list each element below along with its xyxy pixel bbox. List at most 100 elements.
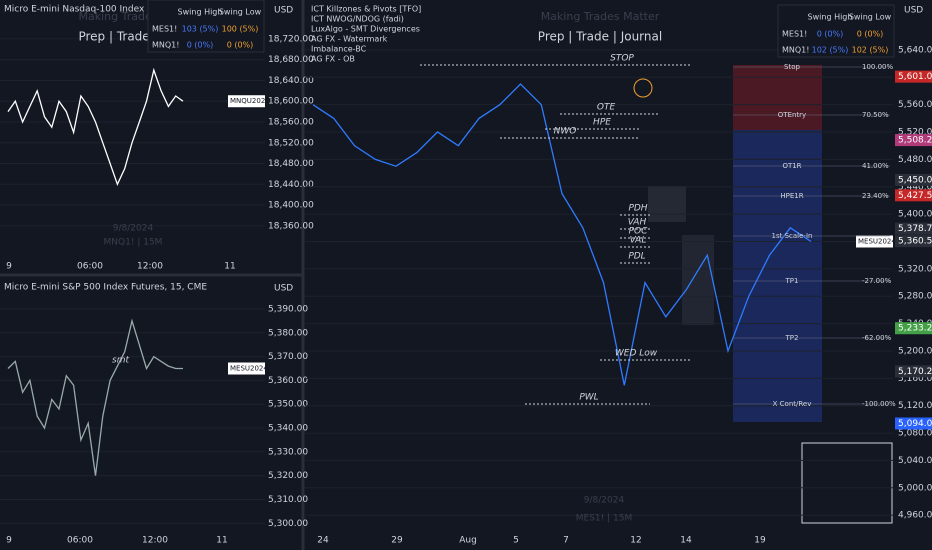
x-tick-label: 7 <box>563 536 569 546</box>
y-tick-label: 5,520.00 <box>898 128 932 138</box>
order-block <box>648 186 686 222</box>
y-tick-label: 5,560.00 <box>898 100 932 110</box>
y-tick-label: 5,040.00 <box>898 456 932 466</box>
fib-label: HPE1R <box>780 192 803 200</box>
y-tick-label: 5,120.00 <box>898 401 932 411</box>
y-tick-label: 5,370.00 <box>268 352 308 362</box>
fib-label: TP2 <box>785 334 799 342</box>
y-tick-label: 18,360.00 <box>268 221 314 231</box>
y-tick-label: 18,560.00 <box>268 117 314 127</box>
table-header: Swing Low <box>849 13 892 22</box>
fib-label: OTEntry <box>778 111 806 119</box>
level-label: PDH <box>628 204 647 214</box>
y-tick-label: 18,480.00 <box>268 159 314 169</box>
price-label: MESU2024 <box>858 238 896 246</box>
level-label: HPE <box>593 118 611 128</box>
x-tick-label: 9 <box>6 536 12 546</box>
fib-percent: -100.00% <box>862 400 896 408</box>
annotation: smt <box>112 356 129 366</box>
x-tick-label: 29 <box>391 536 403 546</box>
x-tick-label: Aug <box>459 536 477 546</box>
x-tick-label: 06:00 <box>77 262 103 272</box>
price-tag-label: 5,450.00 <box>898 175 932 185</box>
price-tag <box>895 417 932 430</box>
price-tag <box>895 134 932 147</box>
y-tick-label: 18,400.00 <box>268 201 314 211</box>
price-line <box>312 83 812 386</box>
table-cell: MES1! <box>782 30 807 39</box>
price-tag-label: 5,378.75 <box>898 224 932 234</box>
table-cell: MNQ1! <box>782 46 809 55</box>
x-tick-label: 12:00 <box>142 536 168 546</box>
x-tick-label: 12:00 <box>137 262 163 272</box>
slogan: Prep | Trade | <box>78 30 157 44</box>
y-tick-label: 18,640.00 <box>268 76 314 86</box>
price-tag <box>895 235 932 248</box>
y-tick-label: 5,350.00 <box>268 400 308 410</box>
price-label: MESU2024 <box>230 365 268 373</box>
price-label: MNQU2024 <box>230 97 270 105</box>
indicator: ICT Killzones & Pivots [TFO] <box>311 5 421 14</box>
y-tick-label: 5,340.00 <box>268 424 308 434</box>
y-tick-label: 18,600.00 <box>268 97 314 107</box>
y-tick-label: 5,640.00 <box>898 45 932 55</box>
price-tag-label: 5,170.25 <box>898 367 932 377</box>
price-tag-label: 5,094.00 <box>898 419 932 429</box>
currency: USD <box>274 6 293 16</box>
price-tag <box>895 222 932 235</box>
reward-zone <box>733 130 822 422</box>
price-tag-label: 5,360.50 <box>898 237 932 247</box>
fib-label: TP1 <box>785 277 799 285</box>
price-label-box <box>228 362 265 375</box>
level-label: NWO <box>554 127 577 137</box>
table-header: Swing High <box>808 13 853 22</box>
table-cell: 0 (0%) <box>227 41 254 50</box>
y-tick-label: 5,330.00 <box>268 447 308 457</box>
level-label: POC <box>629 227 649 237</box>
ticker-mark: MNQ1! | 15M <box>104 238 163 248</box>
table-cell: 100 (5%) <box>222 25 259 34</box>
y-tick-label: 4,960.00 <box>898 511 932 521</box>
price-label-box <box>856 235 893 248</box>
risk-zone <box>733 65 822 130</box>
symbol-title: Micro E-mini Nasdaq-100 Index Futures, 1… <box>4 5 223 15</box>
indicator: AG FX - OB <box>311 55 355 64</box>
fib-percent: 41.00% <box>862 162 889 170</box>
y-tick-label: 18,680.00 <box>268 55 314 65</box>
symbol-title: Micro E-mini S&P 500 Index Futures, 15, … <box>4 283 207 293</box>
table-cell: MNQ1! <box>152 41 179 50</box>
level-label: VAH <box>628 218 647 228</box>
table-cell: 0 (0%) <box>187 41 214 50</box>
level-label: PWL <box>579 393 598 403</box>
fib-label: Stop <box>784 63 800 71</box>
fib-percent: 100.00% <box>862 63 893 71</box>
y-tick-label: 5,300.00 <box>268 519 308 529</box>
price-line <box>7 67 184 187</box>
watermark: Making Trades <box>79 10 158 23</box>
y-tick-label: 5,390.00 <box>268 304 308 314</box>
indicator: AG FX - Watermark <box>311 35 388 44</box>
y-tick-label: 5,320.00 <box>268 471 308 481</box>
price-line <box>7 318 183 476</box>
table-bg <box>147 0 265 53</box>
y-tick-label: 5,160.00 <box>898 374 932 384</box>
table-cell: 103 (5%) <box>182 25 219 34</box>
y-tick-label: 5,310.00 <box>268 495 308 505</box>
order-block <box>682 235 714 325</box>
y-tick-label: 5,480.00 <box>898 155 932 165</box>
x-tick-label: 11 <box>216 536 227 546</box>
table-cell: 0 (0%) <box>857 30 884 39</box>
level-label: STOP <box>610 54 634 64</box>
slogan: Prep | Trade | Journal <box>538 30 662 44</box>
indicator: LuxAlgo - SMT Divergences <box>311 25 420 34</box>
x-tick-label: 9 <box>6 262 12 272</box>
price-tag-label: 5,427.50 <box>898 191 932 201</box>
y-tick-label: 5,280.00 <box>898 292 932 302</box>
journal-box <box>801 442 893 524</box>
price-tag-label: 5,233.25 <box>898 324 932 334</box>
y-tick-label: 5,400.00 <box>898 210 932 220</box>
level-label: PDL <box>628 252 645 262</box>
currency: USD <box>274 284 293 294</box>
date-mark: 9/8/2024 <box>113 224 154 234</box>
x-tick-label: 19 <box>754 536 766 546</box>
